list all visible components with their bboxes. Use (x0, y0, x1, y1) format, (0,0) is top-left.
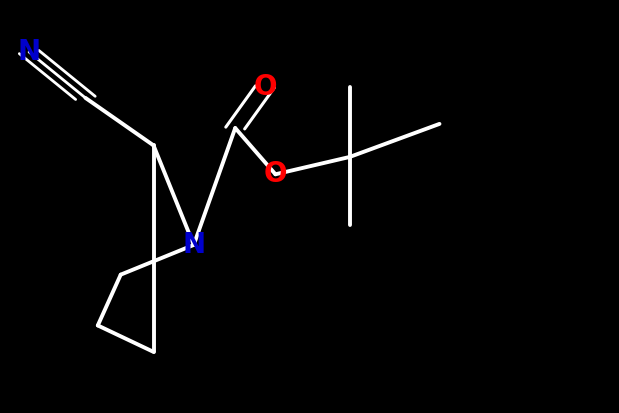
Text: O: O (253, 73, 277, 101)
Text: N: N (17, 38, 41, 66)
Text: N: N (182, 231, 206, 259)
Text: O: O (264, 160, 287, 188)
